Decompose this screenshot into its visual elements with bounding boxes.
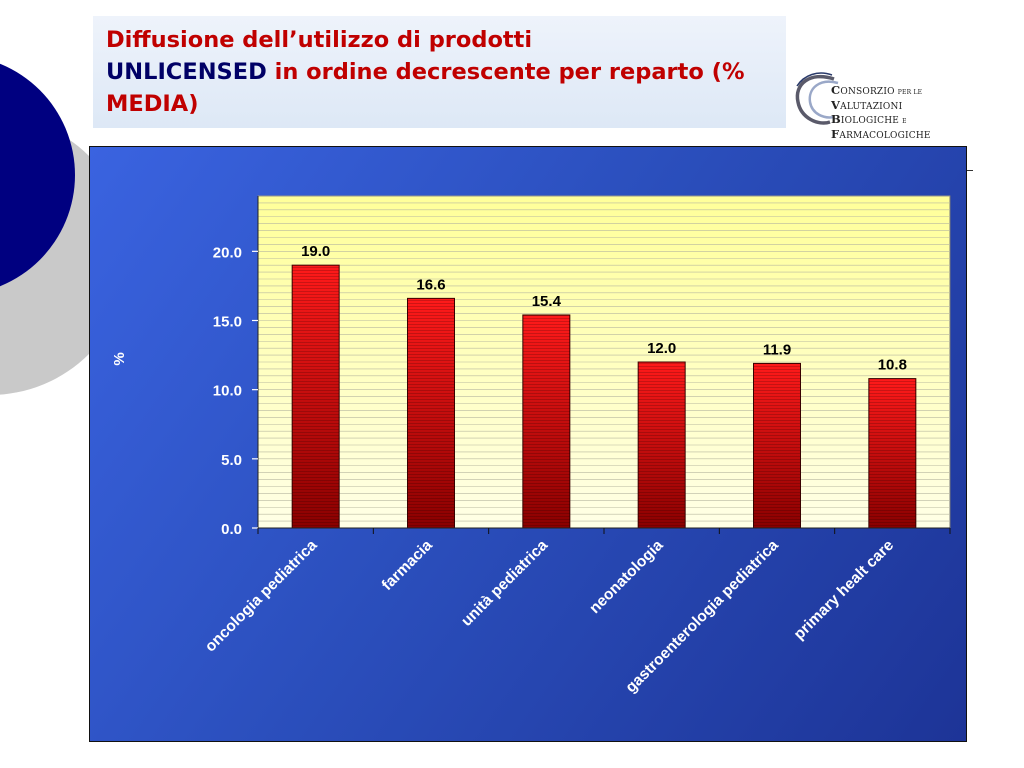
- logo-text: CONSORZIO PER LE VALUTAZIONI BIOLOGICHE …: [831, 83, 931, 141]
- logo-swirl-icon: [795, 72, 839, 125]
- chart-panel: 19.0 16.6 15.4 12.0 11.9 10.8 0.0 5.0 10.0 15.0 2…: [89, 146, 967, 742]
- divider-line: [965, 170, 973, 171]
- y-tick-label: 0.0: [221, 521, 242, 538]
- bar-value-label: 10.8: [878, 357, 907, 374]
- title-highlight: UNLICENSED: [106, 59, 267, 85]
- bar-texture: [292, 265, 340, 528]
- title-part2: in ordine decrescente per reparto (% MED…: [106, 59, 745, 117]
- category-label: primary healt care: [791, 537, 898, 644]
- navy-circle: [0, 63, 75, 287]
- bar-value-label: 16.6: [416, 276, 445, 293]
- bar-texture: [522, 314, 570, 528]
- bar-value-label: 11.9: [763, 341, 791, 358]
- bar-value-label: 19.0: [301, 243, 330, 260]
- bar-texture: [868, 378, 916, 528]
- bar-value-label: 12.0: [647, 340, 676, 357]
- title-part1: Diffusione dell’utilizzo di prodotti: [106, 27, 533, 53]
- category-label: unità pediatrica: [458, 537, 551, 630]
- y-tick-label: 5.0: [221, 452, 242, 469]
- bar-texture: [407, 298, 455, 528]
- category-label: farmacia: [379, 537, 436, 594]
- y-axis-label: %: [111, 352, 128, 365]
- bar-value-label: 15.4: [532, 293, 562, 310]
- consortium-logo: CONSORZIO PER LE VALUTAZIONI BIOLOGICHE …: [788, 66, 940, 141]
- y-tick-label: 10.0: [213, 383, 242, 400]
- bar-chart: 19.0 16.6 15.4 12.0 11.9 10.8 0.0 5.0 10.0 15.0 2…: [111, 195, 951, 696]
- category-label: neonatologia: [586, 537, 666, 617]
- y-tick-label: 20.0: [213, 244, 242, 261]
- y-tick-label: 15.0: [213, 314, 242, 331]
- bar-texture: [753, 363, 801, 528]
- title-box: Diffusione dell’utilizzo di prodotti UNLI…: [93, 16, 786, 128]
- slide-title: Diffusione dell’utilizzo di prodotti UNLI…: [106, 24, 776, 120]
- bar-texture: [638, 362, 686, 528]
- category-label: oncologia pediatrica: [202, 537, 321, 656]
